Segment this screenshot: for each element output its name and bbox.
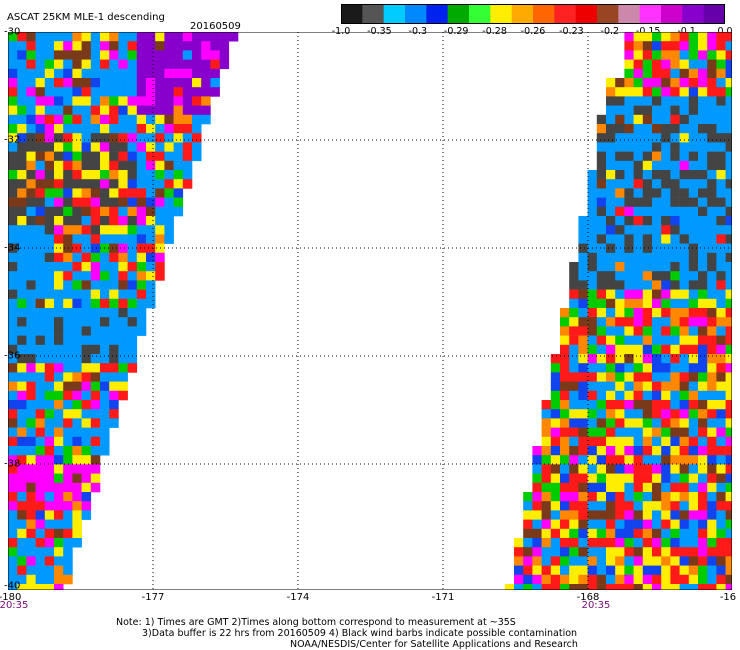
colorbar-segment <box>682 4 705 24</box>
note-line-2: 3)Data buffer is 22 hrs from 20160509 4)… <box>142 628 578 639</box>
chart-title: ASCAT 25KM MLE-1 descending <box>7 12 165 23</box>
colorbar-segment <box>469 4 491 24</box>
colorbar-segment <box>341 4 363 24</box>
colorbar-segment <box>554 4 577 24</box>
y-tick-label: -40 <box>4 580 21 592</box>
chart-date: 20160509 <box>190 21 241 32</box>
data-swaths <box>8 32 732 590</box>
x-tick-label: -16 <box>719 592 737 603</box>
y-tick-label: -34 <box>4 242 21 254</box>
colorbar-segment <box>639 4 662 24</box>
colorbar-frame <box>341 4 725 24</box>
colorbar-segment <box>511 4 534 24</box>
time-label: 20:35 <box>581 600 611 611</box>
colorbar-segment <box>383 4 406 24</box>
note-line-1: Note: 1) Times are GMT 2)Times along bot… <box>116 617 516 628</box>
y-tick-label: -38 <box>4 458 21 470</box>
y-tick-label: -30 <box>4 26 21 38</box>
time-label: 20:35 <box>0 600 29 611</box>
colorbar-segment <box>661 4 683 24</box>
x-tick-label: -168 <box>576 592 600 603</box>
colorbar-segment <box>405 4 427 24</box>
y-tick-label: -32 <box>4 134 21 146</box>
colorbar-segment <box>490 4 513 24</box>
colorbar-segment <box>703 4 725 24</box>
x-tick-label: -177 <box>141 592 165 603</box>
colorbar-segment <box>575 4 598 24</box>
colorbar-segment <box>597 4 619 24</box>
colorbar-segment <box>618 4 641 24</box>
colorbar-segment <box>447 4 470 24</box>
note-line-3: NOAA/NESDIS/Center for Satellite Applica… <box>290 639 578 650</box>
x-tick-label: -180 <box>0 592 22 603</box>
colorbar-segment <box>533 4 555 24</box>
map-grid <box>8 32 732 590</box>
colorbar-segment <box>362 4 385 24</box>
x-tick-label: -171 <box>431 592 455 603</box>
colorbar-segment <box>426 4 449 24</box>
colorbar <box>341 4 725 24</box>
map-plot[interactable] <box>8 32 732 590</box>
y-tick-label: -36 <box>4 350 21 362</box>
x-tick-label: -174 <box>286 592 310 603</box>
